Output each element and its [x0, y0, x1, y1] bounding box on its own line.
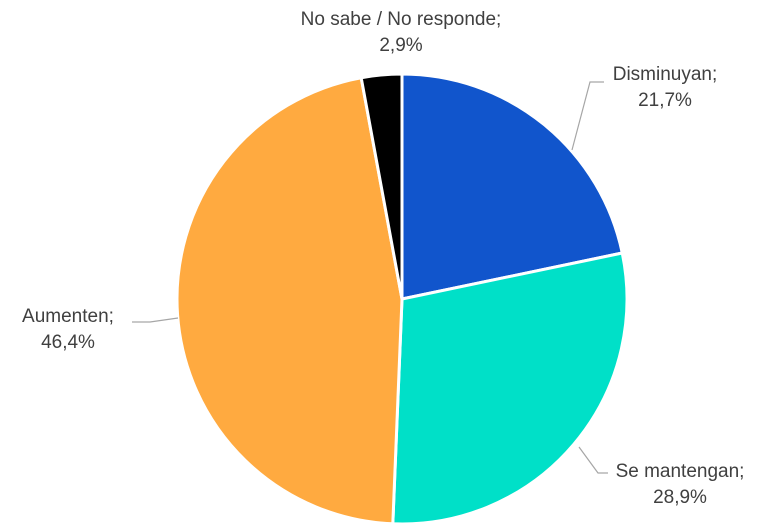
- pie-slice-se-mantengan: [391, 251, 629, 525]
- pie-slice-disminuyan: [400, 72, 624, 301]
- slice-label-disminuyan-name: Disminuyan;: [613, 64, 718, 85]
- leader-lines: [132, 81, 608, 474]
- slice-label-no-sabe-name: No sabe / No responde;: [301, 9, 502, 30]
- pie-slices: [175, 72, 629, 525]
- pie-slice-no-sabe: [359, 72, 404, 301]
- slice-label-se-mantengan-value: 28,9%: [653, 487, 707, 508]
- slice-label-no-sabe-value: 2,9%: [379, 35, 422, 56]
- slice-label-se-mantengan: Se mantengan; 28,9%: [616, 461, 745, 508]
- slice-label-aumenten-name: Aumenten;: [22, 306, 114, 327]
- leader-line-disminuyan: [571, 81, 604, 151]
- slice-label-disminuyan: Disminuyan; 21,7%: [613, 64, 718, 111]
- slice-label-aumenten: Aumenten; 46,4%: [22, 306, 114, 353]
- slice-label-disminuyan-value: 21,7%: [638, 90, 692, 111]
- leader-line-aumenten: [132, 317, 179, 323]
- slice-label-se-mantengan-name: Se mantengan;: [616, 461, 745, 482]
- slice-label-aumenten-value: 46,4%: [41, 332, 95, 353]
- pie-slice-aumenten: [175, 76, 404, 525]
- leader-line-se-mantengan: [578, 446, 608, 474]
- slice-label-no-sabe: No sabe / No responde; 2,9%: [301, 9, 502, 56]
